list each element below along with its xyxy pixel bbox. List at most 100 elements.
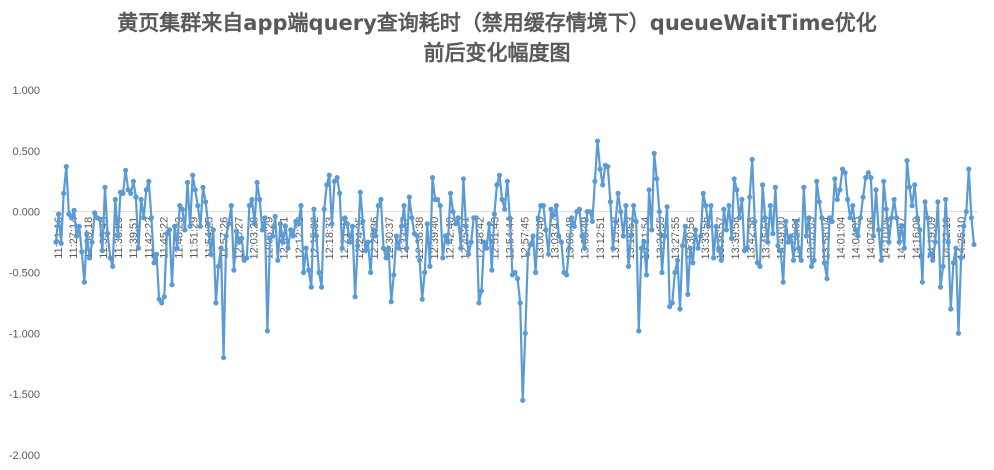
data-point [613,218,619,224]
data-point [845,196,851,203]
data-point [950,260,957,266]
data-point [71,207,77,213]
data-point [380,245,387,251]
data-point [476,300,482,306]
data-point [264,328,270,334]
y-tick-label: -2.000 [9,450,40,462]
data-point [172,223,178,229]
data-point [308,284,314,290]
data-point [86,255,93,261]
data-point [569,215,575,221]
data-point [138,196,144,203]
x-tick-label: 13:39:58 [730,217,742,260]
data-point [631,203,637,209]
data-point [386,245,392,251]
data-point [105,231,111,237]
data-point [739,196,745,203]
data-point [881,178,887,184]
y-tick-label: -1.000 [9,328,40,340]
data-point [92,210,98,216]
data-point [347,239,353,245]
data-point [375,203,381,209]
data-point [729,235,735,241]
data-point [319,284,325,290]
data-point [313,233,319,239]
data-point [674,257,681,263]
data-point [388,299,394,305]
data-point [473,215,479,221]
data-point [468,239,474,245]
data-point [76,223,82,229]
data-point [680,243,686,249]
data-point [148,215,154,221]
data-point [128,190,134,196]
x-tick-label: 12:03:28 [249,217,261,260]
data-point [102,184,108,190]
data-point [236,239,242,245]
data-point [832,176,838,182]
data-point [888,215,895,221]
data-point [705,223,712,229]
data-point [120,190,126,196]
data-point [827,215,833,221]
data-point [66,211,72,217]
data-point [672,269,678,276]
y-tick-label: -0.500 [9,268,40,280]
data-point [971,241,977,248]
data-point [414,233,420,239]
data-point [829,218,835,224]
data-point [664,204,670,210]
data-point [179,206,185,212]
data-point [466,251,472,257]
data-point [355,243,361,249]
data-point [656,209,663,215]
data-point [453,221,459,227]
data-point [744,245,750,251]
data-point [277,221,283,227]
data-point [525,251,531,257]
x-tick-label: 13:12:51 [595,217,607,260]
data-point [605,164,611,170]
chart-title-line1: 黄页集群来自app端query查询耗时（禁用缓存情境下）queueWaitTim… [117,11,877,35]
data-point [533,269,539,276]
data-point [223,233,229,239]
data-point [943,196,949,203]
data-point [610,245,616,251]
data-point [221,355,227,361]
data-point [904,158,910,164]
data-point [401,203,407,209]
x-tick-label: 11:45:22 [158,217,170,259]
data-point [651,150,657,156]
data-point [427,263,433,269]
data-point [814,178,820,184]
data-point [478,288,485,294]
data-point [429,175,436,181]
data-point [486,221,492,227]
data-point [955,330,962,336]
data-point [847,215,853,221]
data-point [778,248,784,254]
data-point [749,156,755,162]
data-point [507,215,513,221]
data-point [968,215,975,221]
data-point [708,203,714,209]
data-point [906,184,913,190]
data-point [159,300,165,306]
data-point [502,206,508,212]
data-point [937,284,944,290]
data-point [252,221,258,227]
data-point [865,170,871,176]
data-point [244,255,250,261]
data-point [770,231,776,237]
data-point [481,239,487,245]
data-point [953,245,959,251]
data-point [816,199,822,205]
data-point [141,215,147,221]
data-point [254,179,260,186]
data-point [945,239,951,245]
data-point [303,245,309,251]
data-point [512,269,518,276]
data-point [594,138,601,144]
data-point [190,172,196,178]
data-point [935,199,941,205]
